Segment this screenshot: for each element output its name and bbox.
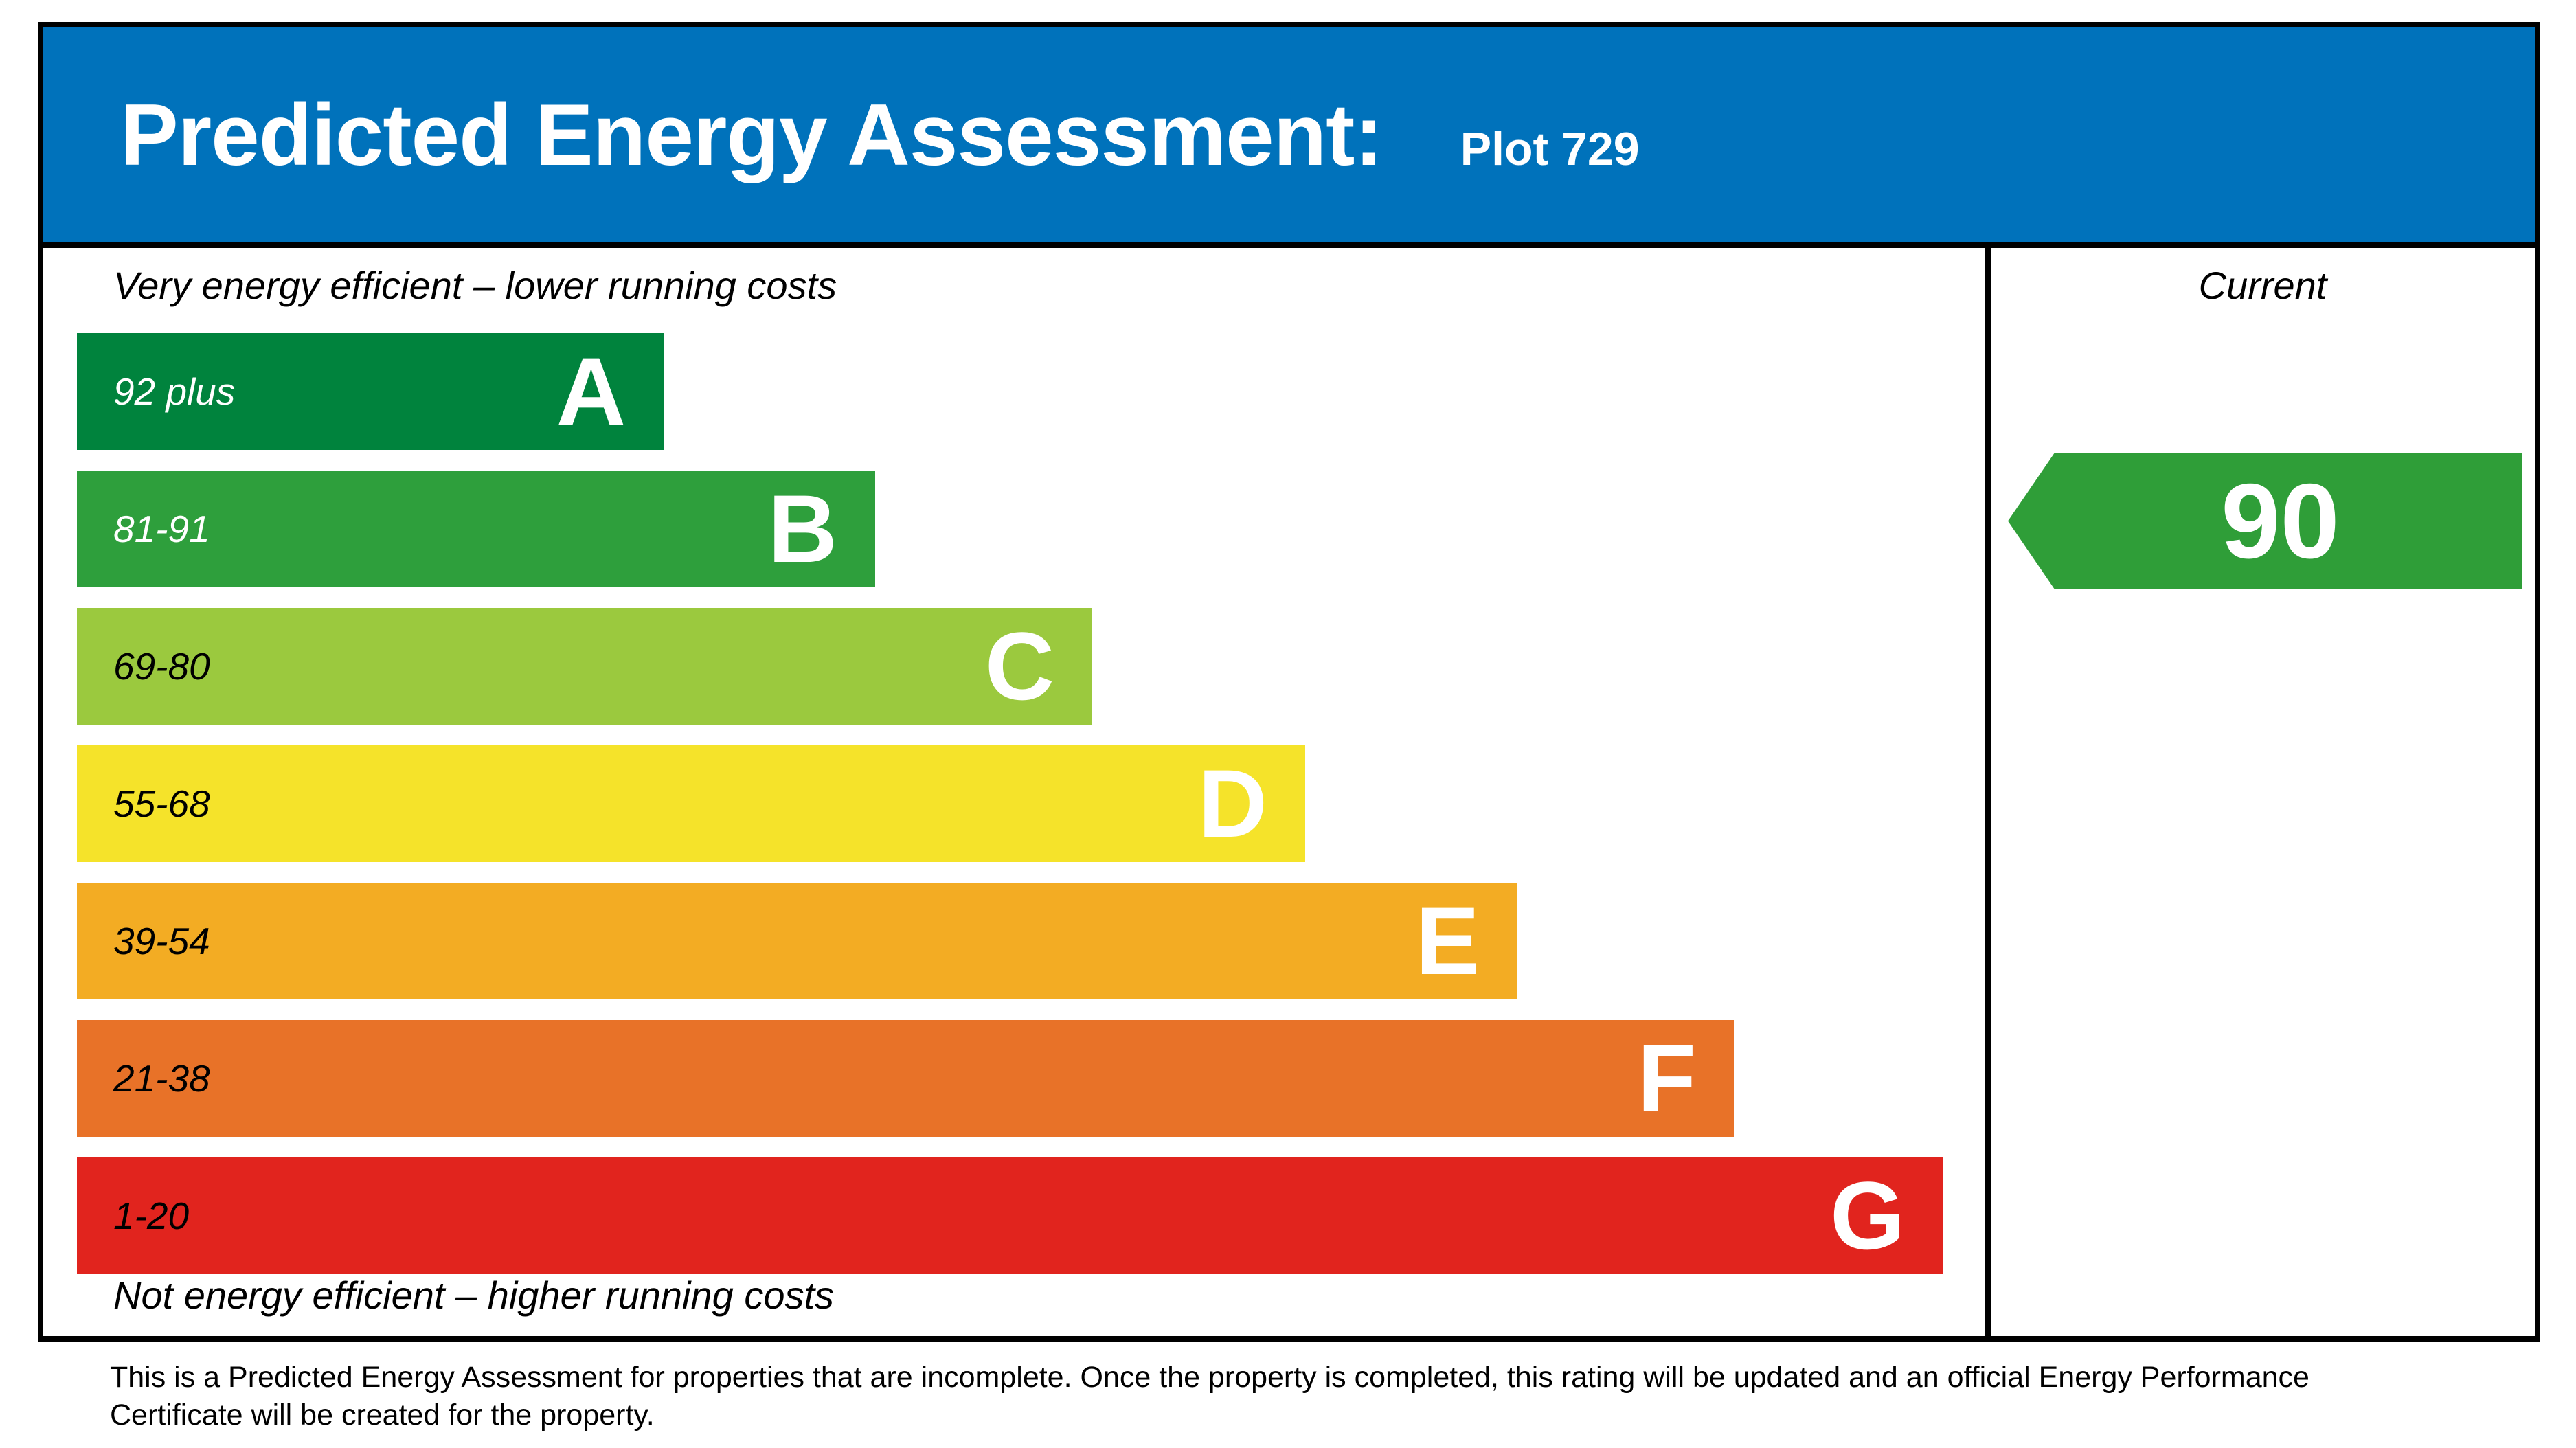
epc-band-f: 21-38 F	[77, 1020, 1734, 1137]
current-rating-arrow: 90	[2008, 453, 2522, 589]
band-range-label: 92 plus	[113, 370, 236, 413]
band-letter-label: G	[1830, 1162, 1905, 1269]
epc-chart-area: Very energy efficient – lower running co…	[43, 248, 2535, 1336]
footer-note-line2: Certificate will be created for the prop…	[110, 1399, 655, 1432]
band-range-label: 81-91	[113, 508, 210, 550]
band-range-label: 69-80	[113, 645, 210, 688]
band-letter-label: D	[1197, 749, 1267, 857]
band-range-label: 39-54	[113, 920, 210, 962]
band-letter-label: E	[1415, 887, 1480, 995]
epc-band-e: 39-54 E	[77, 883, 1517, 999]
epc-band-a: 92 plus A	[77, 333, 664, 450]
epc-band-c: 69-80 C	[77, 608, 1092, 725]
band-letter-label: A	[556, 337, 626, 445]
caption-very-efficient: Very energy efficient – lower running co…	[113, 264, 837, 307]
band-letter-label: F	[1637, 1024, 1696, 1132]
epc-band-b: 81-91 B	[77, 471, 875, 587]
epc-box: Predicted Energy Assessment: Plot 729 Ve…	[38, 22, 2540, 1342]
plot-label: Plot 729	[1460, 123, 1640, 175]
current-rating-column: Current 90	[1991, 248, 2535, 1336]
epc-band-d: 55-68 D	[77, 745, 1305, 862]
caption-not-efficient: Not energy efficient – higher running co…	[113, 1274, 835, 1317]
footer-note-line1: This is a Predicted Energy Assessment fo…	[110, 1361, 2309, 1394]
band-letter-label: B	[767, 475, 837, 582]
column-divider	[1985, 248, 1991, 1336]
epc-band-area: Very energy efficient – lower running co…	[43, 248, 1985, 1336]
current-column-header: Current	[2198, 264, 2327, 307]
band-range-label: 21-38	[113, 1057, 210, 1100]
band-range-label: 1-20	[113, 1195, 190, 1237]
epc-header: Predicted Energy Assessment: Plot 729	[43, 27, 2535, 248]
band-range-label: 55-68	[113, 782, 210, 825]
page-title: Predicted Energy Assessment:	[120, 86, 1383, 183]
footer-note: This is a Predicted Energy Assessment fo…	[110, 1359, 2500, 1434]
epc-band-g: 1-20 G	[77, 1157, 1943, 1274]
current-rating-value: 90	[2221, 462, 2340, 580]
band-letter-label: C	[984, 612, 1054, 720]
